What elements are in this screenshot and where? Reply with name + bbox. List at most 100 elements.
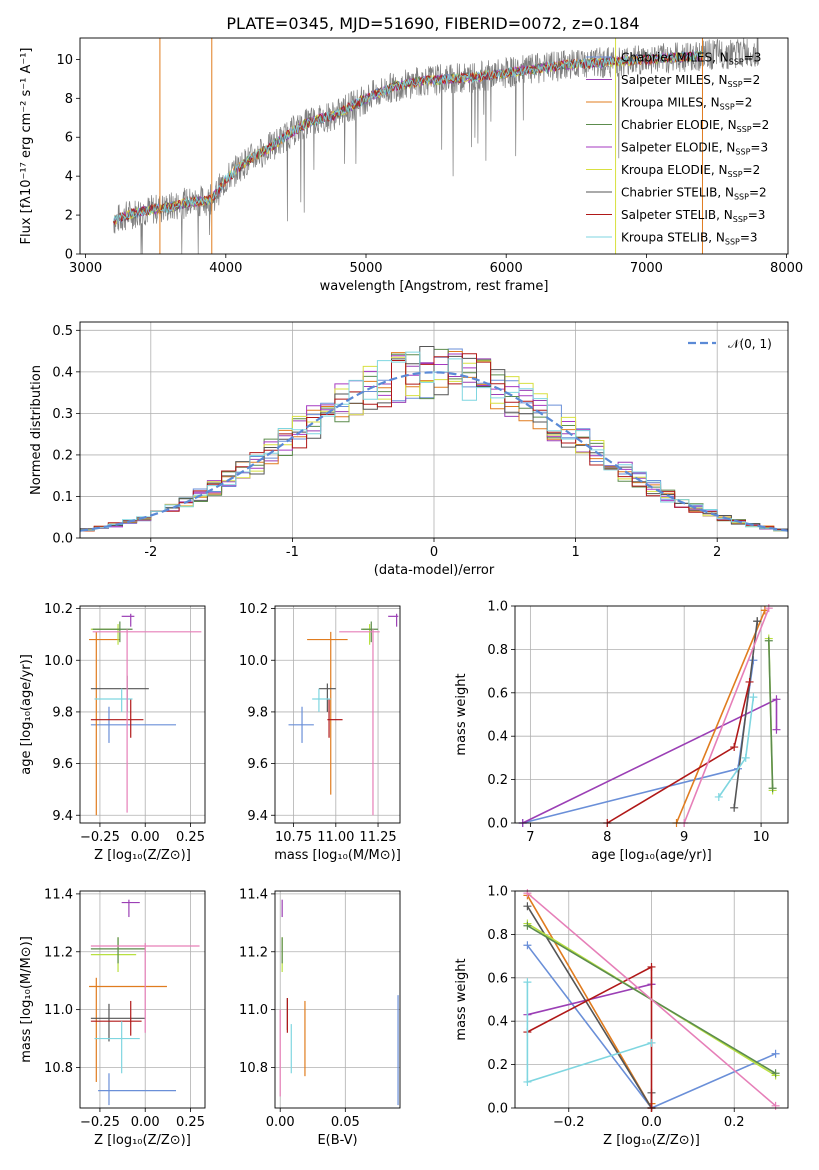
y-tick-label: 10.8	[44, 1061, 73, 1076]
series-line	[675, 609, 766, 824]
x-tick-label: 1	[571, 545, 579, 560]
y-tick-label: 2	[65, 209, 73, 224]
series-line	[526, 982, 652, 1084]
y-axis-label: mass weight	[454, 958, 469, 1040]
series-marker	[772, 725, 781, 734]
x-tick-label: 2	[713, 545, 721, 560]
legend-entry: Kroupa ELODIE, NSSP=2	[621, 163, 760, 179]
y-tick-label: 11.2	[239, 945, 268, 960]
series-marker	[523, 1077, 532, 1086]
y-tick-label: 9.8	[247, 705, 268, 720]
spectrum-legend: Chabrier MILES, NSSP=3 Salpeter MILES, NS…	[586, 51, 769, 247]
legend-count: =3	[740, 231, 758, 245]
x-tick-label: 7	[526, 830, 534, 845]
series-marker	[764, 604, 773, 613]
series-marker	[753, 617, 762, 626]
y-tick-label: 0.8	[487, 928, 508, 943]
x-axis-label: (data-model)/error	[374, 563, 495, 578]
x-tick-label: 0.00	[131, 1115, 160, 1130]
series-line	[768, 640, 774, 789]
mass_weight_vs_Z-axes: −0.2 0.0 0.2 0.0 0.2 0.4 0.6 0.8 1.0 Z [log₁₀(Z/Z…	[454, 885, 788, 1148]
y-tick-label: 11.0	[239, 1003, 268, 1018]
series-marker	[647, 962, 656, 971]
series-marker	[771, 1049, 780, 1058]
x-axis-label: E(B-V)	[317, 1133, 357, 1148]
x-axis-label: wavelength [Angstrom, rest frame]	[320, 279, 549, 294]
age_vs_mass-frame	[274, 605, 401, 824]
y-tick-label: 10.0	[44, 654, 73, 669]
x-tick-label: 10	[753, 830, 770, 845]
mass_weight_vs_age-series	[518, 604, 781, 827]
y-tick-label: 9.8	[52, 705, 73, 720]
age_vs_mass-axes: 10.75 11.00 11.25 9.4 9.6 9.8 10.0 10.2 mass [lo…	[239, 602, 401, 863]
residuals-axes: -2 -1 0 1 2 0.0 0.1 0.2 0.3 0.4 0.5 (data-model)/er…	[29, 322, 788, 578]
y-tick-label: 10.0	[239, 654, 268, 669]
y-tick-label: 0.0	[487, 817, 508, 832]
series-marker	[523, 978, 532, 987]
y-tick-label: 0	[65, 248, 73, 263]
figure-title: PLATE=0345, MJD=51690, FIBERID=0072, z=0…	[226, 14, 639, 33]
y-tick-label: 0.6	[487, 971, 508, 986]
legend-entry: Salpeter MILES, NSSP=2	[621, 73, 760, 89]
error-bar-point	[362, 624, 372, 645]
x-tick-label: 11.00	[317, 830, 354, 845]
y-tick-label: 0.4	[487, 1015, 508, 1030]
mass-weight-series	[603, 677, 754, 827]
x-tick-label: 0.25	[176, 830, 205, 845]
y-tick-label: 0.4	[52, 365, 73, 380]
series-marker	[523, 921, 532, 930]
x-tick-label: 8	[603, 830, 611, 845]
x-tick-label: 8000	[770, 261, 803, 276]
age_vs_mass-points	[288, 613, 399, 816]
error-bar-point	[92, 629, 202, 813]
age_vs_Z-frame	[79, 605, 206, 824]
residuals-frame	[79, 321, 789, 539]
y-tick-label: 10.2	[239, 602, 268, 617]
error-bar-point	[89, 977, 167, 1082]
residual-histograms	[80, 346, 788, 533]
error-bar-point	[94, 1021, 140, 1074]
legend-entry: Salpeter STELIB, NSSP=3	[621, 208, 765, 224]
y-tick-label: 0.2	[487, 1058, 508, 1073]
series-marker	[730, 803, 739, 812]
legend-count: =2	[743, 163, 761, 177]
x-tick-label: 0	[430, 545, 438, 560]
x-tick-label: 7000	[630, 261, 663, 276]
y-tick-label: 0.6	[487, 686, 508, 701]
legend-entry: Chabrier ELODIE, NSSP=2	[621, 118, 769, 134]
y-tick-label: 0.8	[487, 643, 508, 658]
legend-subscript: SSP	[733, 215, 748, 224]
y-tick-label: 11.4	[239, 887, 268, 902]
y-axis-label: mass weight	[454, 673, 469, 755]
mass_vs_Z-points	[89, 899, 200, 1106]
series-marker	[768, 784, 777, 793]
mass_vs_Z-frame	[79, 890, 206, 1109]
residual-histogram-step	[80, 351, 788, 532]
error-bar-point	[318, 683, 336, 712]
mass_vs_ebv-axes: 0.00 0.05 10.8 11.0 11.2 11.4 E(B-V)	[239, 887, 400, 1148]
spectrum-lines	[113, 38, 759, 254]
y-tick-label: 10.2	[44, 602, 73, 617]
age_vs_Z-points	[89, 613, 202, 816]
y-axis-label: age [log₁₀(age/yr)]	[19, 654, 34, 775]
series-line	[733, 621, 758, 808]
legend-subscript: SSP	[734, 193, 749, 202]
y-tick-label: 9.6	[247, 757, 268, 772]
mass_weight_vs_age-frame	[514, 605, 789, 824]
x-tick-label: 3000	[69, 261, 102, 276]
mass-weight-series	[680, 604, 773, 827]
series-marker	[771, 1069, 780, 1078]
legend-subscript: SSP	[735, 148, 750, 157]
series-line	[526, 892, 777, 1107]
x-axis-label: Z [log₁₀(Z/Z⊙)]	[603, 1133, 700, 1148]
y-tick-label: 1.0	[487, 600, 508, 615]
x-tick-label: 9	[680, 830, 688, 845]
y-axis-label: Flux [fλ10⁻¹⁷ erg cm⁻² s⁻¹ A⁻¹]	[19, 48, 34, 245]
x-axis-label: mass [log₁₀(M/M⊙)]	[274, 848, 401, 863]
error-bar-point	[121, 613, 135, 627]
x-tick-label: 11.25	[359, 830, 396, 845]
x-tick-label: −0.25	[80, 1115, 120, 1130]
series-marker	[741, 753, 750, 762]
error-bar-point	[90, 624, 120, 645]
